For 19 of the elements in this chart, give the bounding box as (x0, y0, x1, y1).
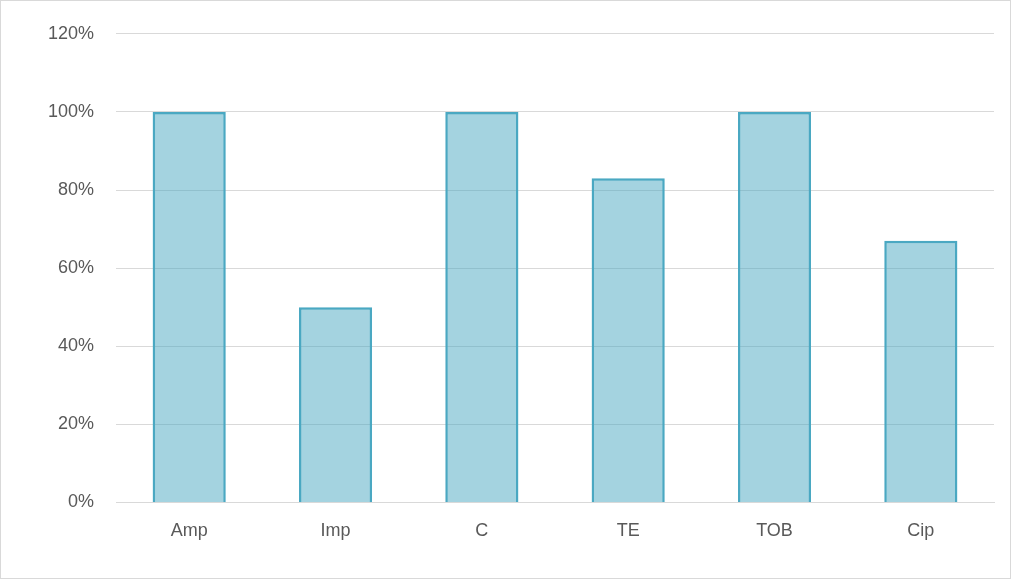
y-tick-label: 60% (58, 257, 95, 278)
y-tick-label: 100% (47, 100, 95, 121)
x-tick-label: Cip (907, 520, 935, 541)
y-tick-label: 0% (68, 491, 95, 512)
bar (737, 111, 812, 502)
x-tick-label: TE (616, 520, 640, 541)
x-tick-label: C (475, 520, 489, 541)
x-tick-label: Amp (170, 520, 208, 541)
bar (591, 178, 665, 502)
y-tick-label: 80% (58, 178, 95, 199)
bar (884, 240, 958, 502)
y-tick-label: 40% (58, 335, 95, 356)
y-tick-label: 120% (47, 22, 95, 43)
x-tick-label: TOB (756, 520, 793, 541)
bar (298, 307, 373, 502)
y-tick-label: 20% (58, 413, 95, 434)
bar (445, 111, 519, 502)
x-tick-label: Imp (320, 520, 351, 541)
bar (152, 111, 226, 502)
